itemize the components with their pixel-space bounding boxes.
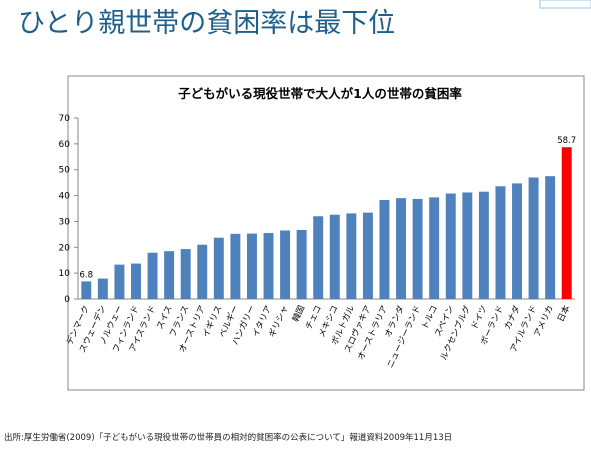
bar — [445, 193, 456, 299]
bar — [313, 216, 324, 299]
bar — [462, 192, 473, 299]
bar — [362, 212, 373, 299]
bar — [545, 176, 556, 299]
bar — [379, 199, 390, 299]
y-tick-label: 70 — [59, 114, 71, 124]
bar — [180, 249, 191, 299]
bar — [81, 281, 92, 299]
y-tick-label: 50 — [59, 166, 71, 176]
bar — [147, 252, 158, 299]
bar — [396, 198, 407, 299]
bar — [213, 237, 224, 299]
bar — [478, 191, 489, 299]
bar — [561, 147, 572, 299]
chart-title: 子どもがいる現役世帯で大人が1人の世帯の貧困率 — [178, 86, 462, 101]
y-tick-label: 10 — [59, 269, 71, 279]
bar — [346, 213, 357, 299]
value-label: 58.7 — [557, 136, 576, 146]
bar — [230, 233, 241, 299]
bar — [495, 186, 506, 299]
value-label: 6.8 — [80, 270, 94, 280]
y-tick-label: 0 — [64, 295, 70, 305]
bar — [429, 197, 440, 299]
bar — [296, 229, 307, 299]
bar — [164, 251, 175, 299]
bar — [512, 183, 522, 299]
y-tick-label: 60 — [59, 140, 71, 150]
bar — [412, 198, 423, 299]
chart-frame — [67, 75, 585, 391]
y-tick-label: 30 — [59, 217, 71, 227]
bar — [114, 264, 125, 299]
source: 出所:厚生労働省(2009)「子どもがいる現役世帯の世帯員の相対的貧困率の公表に… — [4, 432, 452, 443]
bar — [97, 278, 108, 299]
decoration — [539, 0, 591, 9]
bar — [246, 233, 257, 299]
bar — [197, 244, 208, 299]
slide-title: ひとり親世帯の貧困率は最下位 — [18, 8, 395, 39]
bar — [131, 263, 141, 299]
y-tick-label: 20 — [59, 243, 71, 253]
bar — [528, 177, 539, 299]
bar — [329, 214, 340, 299]
y-tick-label: 40 — [59, 192, 71, 202]
bar — [280, 230, 291, 299]
bar — [263, 233, 274, 299]
